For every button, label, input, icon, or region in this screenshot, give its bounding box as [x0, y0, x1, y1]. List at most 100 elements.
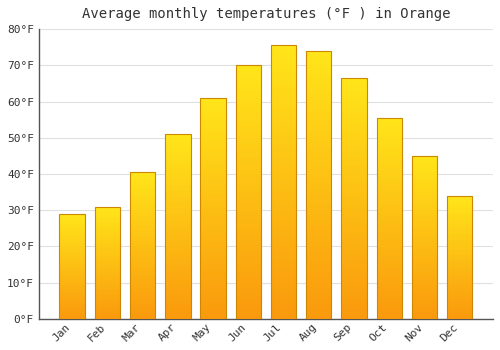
Bar — [200, 116, 226, 118]
Bar — [412, 236, 437, 237]
Bar — [236, 223, 261, 225]
Bar — [130, 260, 156, 262]
Bar — [412, 314, 437, 316]
Bar — [342, 133, 366, 136]
Bar — [271, 149, 296, 152]
Bar — [447, 307, 472, 308]
Bar — [130, 276, 156, 278]
Bar — [60, 292, 85, 293]
Bar — [130, 285, 156, 287]
Bar — [412, 210, 437, 211]
Bar — [165, 154, 190, 156]
Bar — [342, 97, 366, 100]
Bar — [306, 241, 332, 244]
Bar — [165, 160, 190, 162]
Bar — [130, 182, 156, 184]
Bar — [130, 279, 156, 281]
Bar — [447, 219, 472, 220]
Bar — [200, 177, 226, 180]
Bar — [130, 240, 156, 241]
Bar — [200, 241, 226, 244]
Bar — [271, 188, 296, 190]
Bar — [130, 269, 156, 271]
Bar — [130, 193, 156, 194]
Bar — [130, 297, 156, 298]
Bar — [447, 196, 472, 197]
Bar — [60, 267, 85, 268]
Bar — [165, 134, 190, 136]
Bar — [236, 311, 261, 314]
Bar — [94, 220, 120, 221]
Bar — [447, 299, 472, 300]
Bar — [60, 304, 85, 305]
Bar — [342, 290, 366, 292]
Bar — [130, 262, 156, 263]
Bar — [447, 209, 472, 210]
Bar — [376, 198, 402, 200]
Bar — [94, 249, 120, 250]
Bar — [130, 273, 156, 275]
Bar — [447, 224, 472, 225]
Bar — [342, 249, 366, 251]
Bar — [447, 203, 472, 204]
Bar — [165, 171, 190, 173]
Bar — [200, 166, 226, 169]
Bar — [271, 122, 296, 125]
Bar — [236, 268, 261, 271]
Bar — [165, 282, 190, 284]
Bar — [306, 150, 332, 153]
Bar — [130, 190, 156, 191]
Bar — [376, 160, 402, 162]
Bar — [60, 272, 85, 273]
Bar — [94, 299, 120, 300]
Bar — [271, 46, 296, 48]
Bar — [236, 200, 261, 202]
Bar — [236, 70, 261, 73]
Bar — [60, 296, 85, 297]
Bar — [271, 272, 296, 275]
Bar — [94, 263, 120, 264]
Bar — [376, 230, 402, 232]
Bar — [271, 264, 296, 267]
Bar — [236, 215, 261, 217]
Bar — [376, 229, 402, 230]
Bar — [94, 312, 120, 313]
Bar — [447, 288, 472, 289]
Bar — [342, 114, 366, 117]
Bar — [271, 97, 296, 100]
Bar — [60, 259, 85, 260]
Bar — [376, 291, 402, 293]
Bar — [200, 175, 226, 177]
Bar — [271, 166, 296, 168]
Bar — [94, 252, 120, 253]
Bar — [60, 270, 85, 271]
Bar — [200, 124, 226, 127]
Bar — [130, 312, 156, 313]
Bar — [342, 254, 366, 256]
Bar — [94, 265, 120, 266]
Bar — [130, 315, 156, 316]
Bar — [130, 203, 156, 204]
Bar — [447, 199, 472, 201]
Bar — [447, 309, 472, 310]
Bar — [130, 289, 156, 291]
Bar — [342, 223, 366, 225]
Bar — [447, 256, 472, 257]
Bar — [306, 120, 332, 123]
Bar — [271, 229, 296, 231]
Bar — [412, 156, 437, 158]
Bar — [200, 189, 226, 191]
Bar — [447, 250, 472, 251]
Bar — [165, 293, 190, 295]
Bar — [376, 176, 402, 178]
Bar — [306, 209, 332, 212]
Bar — [130, 256, 156, 257]
Bar — [236, 195, 261, 197]
Bar — [130, 247, 156, 248]
Bar — [60, 262, 85, 263]
Bar — [376, 130, 402, 132]
Bar — [200, 180, 226, 182]
Bar — [447, 218, 472, 219]
Bar — [447, 310, 472, 312]
Bar — [200, 217, 226, 219]
